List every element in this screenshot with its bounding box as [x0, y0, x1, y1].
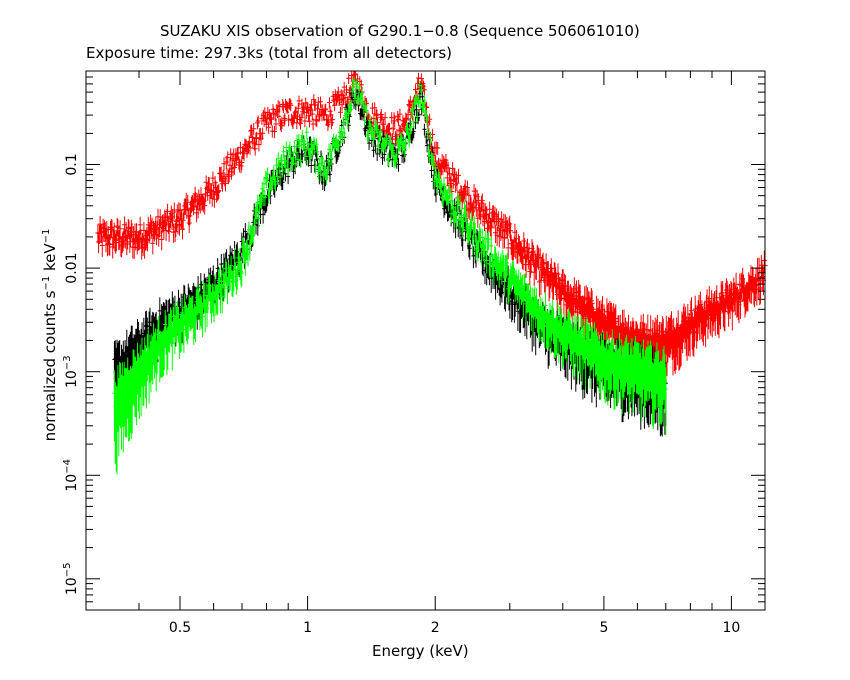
series-2-point — [420, 91, 422, 93]
series-0-point — [97, 236, 99, 238]
series-2-point — [475, 236, 478, 238]
series-2-errorbars — [112, 76, 668, 475]
y-axis-label-main: normalized counts s — [41, 290, 59, 442]
series-2-point — [368, 128, 371, 130]
y-axis-label-mid: keV — [41, 243, 59, 276]
y-tick-label: 0.1 — [64, 153, 80, 175]
series-0-point — [287, 111, 290, 113]
series-2-point — [583, 344, 586, 347]
series-2-point — [113, 402, 116, 404]
series-2-point — [265, 186, 268, 189]
series-layer — [95, 70, 768, 475]
x-tick-label: 10 — [722, 620, 740, 636]
series-0-point — [265, 122, 268, 125]
series-2 — [112, 76, 668, 475]
series-0-point — [340, 101, 343, 103]
series-0-point — [404, 122, 407, 125]
series-1-point — [159, 321, 162, 324]
y-tick-label: 10−5 — [62, 563, 80, 596]
series-0-point — [636, 339, 639, 342]
chart-subtitle: Exposure time: 297.3ks (total from all d… — [86, 44, 453, 62]
series-0-point — [509, 236, 511, 238]
series-0-point — [381, 122, 384, 125]
series-2-point — [196, 308, 199, 311]
x-tick-label: 5 — [599, 620, 608, 636]
series-2-point — [434, 173, 437, 176]
series-0-point — [393, 128, 395, 130]
series-0-point — [748, 283, 750, 285]
series-2-point — [324, 168, 327, 171]
series-2-point — [665, 375, 667, 378]
series-2-point — [393, 151, 395, 154]
axis-layer: 0.5 1 2 5 10 0.1 0.01 10−3 10−4 10−5 — [62, 70, 765, 636]
y-tick-label: 0.01 — [64, 253, 80, 284]
series-2-point — [340, 128, 343, 130]
series-0-point — [138, 236, 140, 238]
series-0-point — [306, 110, 309, 112]
series-0-point — [212, 186, 215, 189]
y-axis-label: normalized counts s−1 keV−1 — [41, 229, 59, 442]
series-2-point — [241, 259, 243, 261]
y-axis-label-sup1: −1 — [41, 275, 52, 291]
series-0-point — [730, 298, 733, 301]
series-0-point — [434, 155, 437, 158]
chart-title: SUZAKU XIS observation of G290.1−0.8 (Se… — [160, 22, 640, 40]
series-0-point — [562, 290, 564, 292]
series-2-point — [603, 355, 605, 358]
series-0-point — [179, 217, 181, 220]
series-0-point — [475, 205, 478, 207]
series-0-point — [689, 321, 692, 324]
x-tick-label: 2 — [431, 620, 440, 636]
series-2-point — [404, 142, 407, 145]
x-tick-label: 0.5 — [169, 620, 191, 636]
series-2-point — [537, 308, 539, 311]
y-axis-label-sup2: −1 — [41, 228, 52, 244]
series-0-point — [451, 179, 454, 182]
series-0-point — [711, 308, 713, 311]
series-0 — [95, 70, 768, 384]
series-2-point — [636, 366, 639, 369]
series-2-point — [159, 339, 162, 342]
series-2-point — [287, 155, 290, 158]
series-2-point — [509, 277, 511, 279]
series-2-point — [306, 142, 309, 145]
x-tick-label: 1 — [303, 620, 312, 636]
series-2-point — [562, 329, 564, 332]
series-0-errorbars — [95, 70, 768, 384]
series-2-point — [227, 277, 230, 279]
x-axis-label: Energy (keV) — [372, 642, 469, 660]
y-tick-label: 10−3 — [62, 355, 80, 388]
series-1-point — [420, 96, 422, 98]
y-tick-label: 10−4 — [62, 459, 80, 492]
series-0-point — [603, 321, 605, 324]
series-0-point — [537, 267, 539, 269]
series-2-point — [381, 142, 384, 145]
series-2-point — [355, 87, 357, 89]
series-0-point — [324, 114, 327, 116]
series-0-point — [665, 339, 667, 342]
series-0-point — [241, 151, 243, 154]
series-2-point — [451, 205, 454, 207]
